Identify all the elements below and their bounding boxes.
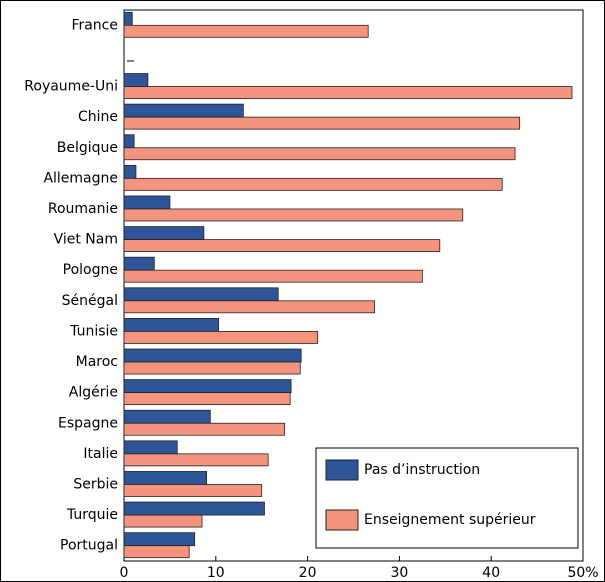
x-tick-label: 30 <box>390 565 408 581</box>
bar <box>123 134 135 149</box>
bar <box>123 103 244 118</box>
bar <box>123 318 219 332</box>
bar <box>123 471 208 485</box>
plot-area <box>123 9 584 562</box>
x-tick-label: 50% <box>567 565 598 581</box>
y-tick-label: France <box>71 17 118 33</box>
bar <box>123 239 441 252</box>
bar <box>123 208 464 222</box>
bar <box>123 361 301 375</box>
bar <box>123 226 205 240</box>
bar <box>123 86 573 99</box>
bar <box>123 147 516 161</box>
legend-label: Pas d’instruction <box>364 462 480 478</box>
y-tick-label: Espagne <box>58 415 118 431</box>
bar <box>123 116 521 130</box>
y-tick-label: Royaume-Uni <box>24 79 118 95</box>
x-tick-label: 0 <box>120 565 129 581</box>
bar <box>123 177 503 191</box>
legend-box <box>315 447 579 549</box>
y-tick-label: Serbie <box>73 476 118 492</box>
legend-swatch <box>325 459 359 481</box>
bar <box>123 484 263 497</box>
y-tick-label: Maroc <box>76 354 118 370</box>
bar <box>123 269 423 283</box>
bar <box>123 300 376 314</box>
y-tick-label: Sénégal <box>62 293 118 309</box>
bar <box>123 409 211 424</box>
bar <box>123 440 178 455</box>
bar <box>123 532 196 547</box>
y-tick-label: Tunisie <box>69 323 118 339</box>
y-tick-label: Italie <box>83 446 118 462</box>
bar <box>123 287 279 302</box>
legend-swatch <box>325 509 359 531</box>
bar <box>123 514 203 528</box>
y-tick-label: Viet Nam <box>54 232 118 248</box>
y-tick-label: Roumanie <box>48 201 118 217</box>
y-tick-label: Portugal <box>60 538 118 554</box>
y-tick-label: Turquie <box>66 507 118 523</box>
bar <box>123 24 369 38</box>
y-tick-label: Algérie <box>69 385 118 401</box>
bar <box>123 501 265 516</box>
x-tick-label: 20 <box>299 565 317 581</box>
bar <box>123 73 149 87</box>
y-tick-label: Belgique <box>57 140 118 156</box>
x-tick-label: 40 <box>482 565 500 581</box>
legend-label: Enseignement supérieur <box>364 512 536 528</box>
bar <box>123 545 190 559</box>
bar <box>123 453 269 467</box>
bar <box>123 348 302 363</box>
x-tick-label: 10 <box>207 565 225 581</box>
y-tick-label: Allemagne <box>43 170 118 186</box>
y-tick-label: Chine <box>78 109 118 125</box>
bar <box>123 164 137 179</box>
bar <box>123 422 286 436</box>
y-tick-label: Pologne <box>63 262 118 278</box>
bar <box>123 195 171 210</box>
bar <box>123 11 133 26</box>
bar <box>123 331 319 344</box>
bar <box>123 392 291 406</box>
bar <box>123 379 292 394</box>
bar <box>123 256 155 271</box>
